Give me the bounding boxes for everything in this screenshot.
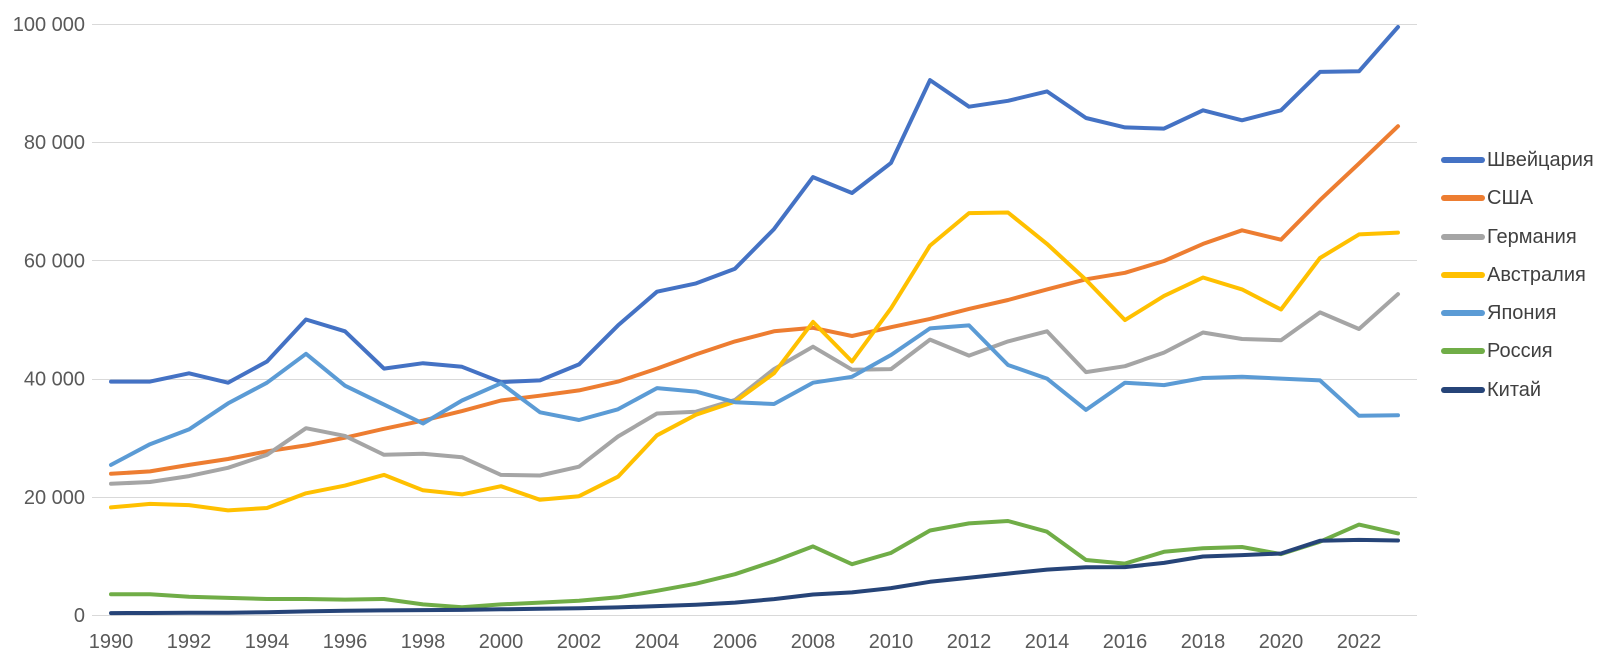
legend-swatch-icon bbox=[1441, 233, 1485, 240]
x-axis-label: 1992 bbox=[167, 631, 212, 653]
x-axis-label: 1994 bbox=[245, 631, 290, 653]
x-axis-label: 1990 bbox=[89, 631, 134, 653]
legend-swatch-icon bbox=[1441, 157, 1485, 163]
chart-legend: Швейцария США Германия Австралия Япония Росси… bbox=[1441, 147, 1594, 415]
legend-label: Австралия bbox=[1487, 263, 1586, 286]
series-line-Россия bbox=[109, 519, 1400, 610]
legend-swatch-icon bbox=[1441, 310, 1485, 317]
series-line-США bbox=[109, 124, 1400, 476]
y-axis-label: 60 000 bbox=[24, 250, 85, 272]
x-axis-label: 2010 bbox=[869, 631, 914, 653]
x-axis-label: 2014 bbox=[1025, 631, 1070, 653]
series-line-Япония bbox=[109, 323, 1400, 467]
x-axis-label: 1996 bbox=[323, 631, 368, 653]
y-axis-label: 80 000 bbox=[24, 132, 85, 154]
legend-label: Швейцария bbox=[1487, 149, 1594, 171]
x-axis-label: 2018 bbox=[1181, 631, 1226, 653]
y-axis-label: 20 000 bbox=[24, 487, 85, 509]
series-line-Швейцария bbox=[109, 25, 1400, 385]
legend-label: Германия bbox=[1487, 225, 1577, 248]
legend-swatch-icon bbox=[1441, 271, 1485, 278]
y-axis-label: 0 bbox=[74, 605, 85, 627]
legend-item: США bbox=[1441, 185, 1594, 211]
legend-item: Япония bbox=[1441, 300, 1594, 326]
legend-item: Швейцария bbox=[1441, 147, 1594, 173]
legend-item: Россия bbox=[1441, 338, 1594, 364]
x-axis-label: 2012 bbox=[947, 631, 992, 653]
series-line-Китай bbox=[109, 537, 1400, 616]
x-axis-label: 2000 bbox=[479, 631, 524, 653]
y-axis-label: 40 000 bbox=[24, 369, 85, 391]
legend-item: Германия bbox=[1441, 224, 1594, 250]
legend-swatch-icon bbox=[1441, 348, 1485, 355]
x-axis-label: 2020 bbox=[1259, 631, 1304, 653]
x-axis-label: 2004 bbox=[635, 631, 680, 653]
x-axis-label: 2002 bbox=[557, 631, 602, 653]
legend-label: Китай bbox=[1487, 378, 1542, 401]
x-axis-label: 2022 bbox=[1337, 631, 1382, 653]
legend-swatch-icon bbox=[1441, 195, 1485, 202]
legend-label: Россия bbox=[1487, 340, 1553, 363]
legend-label: США bbox=[1487, 187, 1534, 210]
x-axis-label: 2016 bbox=[1103, 631, 1148, 653]
legend-swatch-icon bbox=[1441, 386, 1485, 393]
x-axis-label: 1998 bbox=[401, 631, 446, 653]
legend-item: Австралия bbox=[1441, 262, 1594, 288]
series-line-Германия bbox=[109, 292, 1400, 486]
y-axis-label: 100 000 bbox=[13, 14, 85, 36]
x-axis-label: 2008 bbox=[791, 631, 836, 653]
x-axis-label: 2006 bbox=[713, 631, 758, 653]
legend-item: Китай bbox=[1441, 377, 1594, 403]
series-line-Австралия bbox=[109, 210, 1400, 513]
legend-label: Япония bbox=[1487, 302, 1557, 325]
